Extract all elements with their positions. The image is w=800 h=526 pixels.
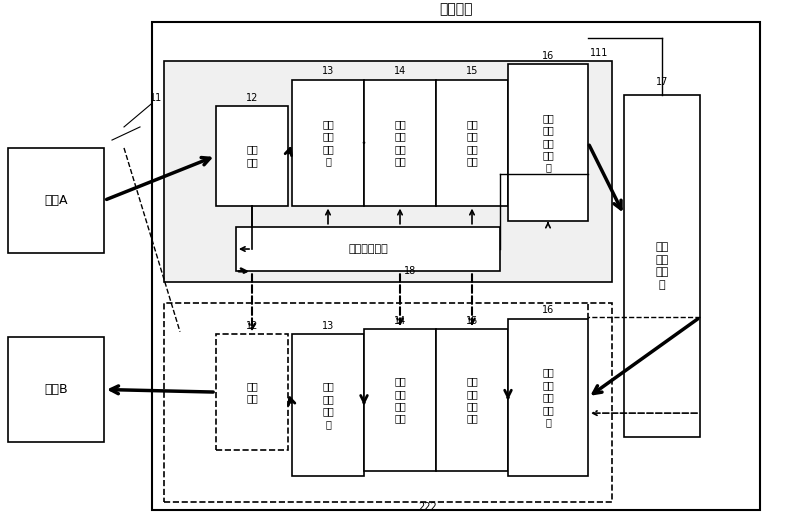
FancyBboxPatch shape	[364, 329, 436, 471]
FancyBboxPatch shape	[292, 79, 364, 206]
FancyBboxPatch shape	[236, 227, 500, 271]
FancyBboxPatch shape	[508, 319, 588, 476]
FancyBboxPatch shape	[216, 106, 288, 206]
Text: 222: 222	[418, 502, 438, 512]
Text: 17: 17	[656, 77, 668, 87]
FancyBboxPatch shape	[152, 22, 760, 510]
Text: 传输
接口: 传输 接口	[246, 381, 258, 403]
Text: 模数
转换
子单
元: 模数 转换 子单 元	[322, 382, 334, 429]
Text: 18: 18	[404, 266, 416, 276]
Text: 物理
层编
解码
子单
元: 物理 层编 解码 子单 元	[542, 113, 554, 173]
Text: 设备A: 设备A	[44, 194, 68, 207]
FancyBboxPatch shape	[8, 148, 104, 253]
Text: 15: 15	[466, 316, 478, 326]
Text: 14: 14	[394, 316, 406, 326]
Text: 12: 12	[246, 321, 258, 331]
Text: 13: 13	[322, 321, 334, 331]
Text: 11: 11	[150, 93, 162, 103]
Text: 先进
先出
缓存
器: 先进 先出 缓存 器	[655, 242, 669, 290]
Text: 物理
层编
解码
子单
元: 物理 层编 解码 子单 元	[542, 368, 554, 427]
Text: 111: 111	[590, 48, 608, 58]
FancyBboxPatch shape	[164, 303, 612, 502]
Text: 传输
编解
码子
单元: 传输 编解 码子 单元	[394, 119, 406, 166]
FancyBboxPatch shape	[436, 329, 508, 471]
FancyBboxPatch shape	[164, 62, 612, 282]
FancyBboxPatch shape	[436, 79, 508, 206]
FancyBboxPatch shape	[8, 337, 104, 442]
Text: 模数
转换
子单
元: 模数 转换 子单 元	[322, 119, 334, 166]
FancyBboxPatch shape	[216, 335, 288, 450]
FancyBboxPatch shape	[292, 335, 364, 476]
Text: 设备B: 设备B	[44, 383, 68, 396]
Text: 12: 12	[246, 93, 258, 103]
Text: 中继装置: 中继装置	[439, 2, 473, 16]
Text: 16: 16	[542, 50, 554, 60]
Text: 15: 15	[466, 66, 478, 76]
Text: 16: 16	[542, 306, 554, 316]
Text: 时钟处理单元: 时钟处理单元	[348, 244, 388, 254]
FancyBboxPatch shape	[508, 64, 588, 221]
FancyBboxPatch shape	[364, 79, 436, 206]
Text: 扰码
编解
码子
单元: 扰码 编解 码子 单元	[466, 377, 478, 423]
Text: 传输
编解
码子
单元: 传输 编解 码子 单元	[394, 377, 406, 423]
Text: 13: 13	[322, 66, 334, 76]
Text: 扰码
编解
码子
单元: 扰码 编解 码子 单元	[466, 119, 478, 166]
FancyBboxPatch shape	[624, 95, 700, 437]
Text: 传输
接口: 传输 接口	[246, 145, 258, 167]
Text: 14: 14	[394, 66, 406, 76]
